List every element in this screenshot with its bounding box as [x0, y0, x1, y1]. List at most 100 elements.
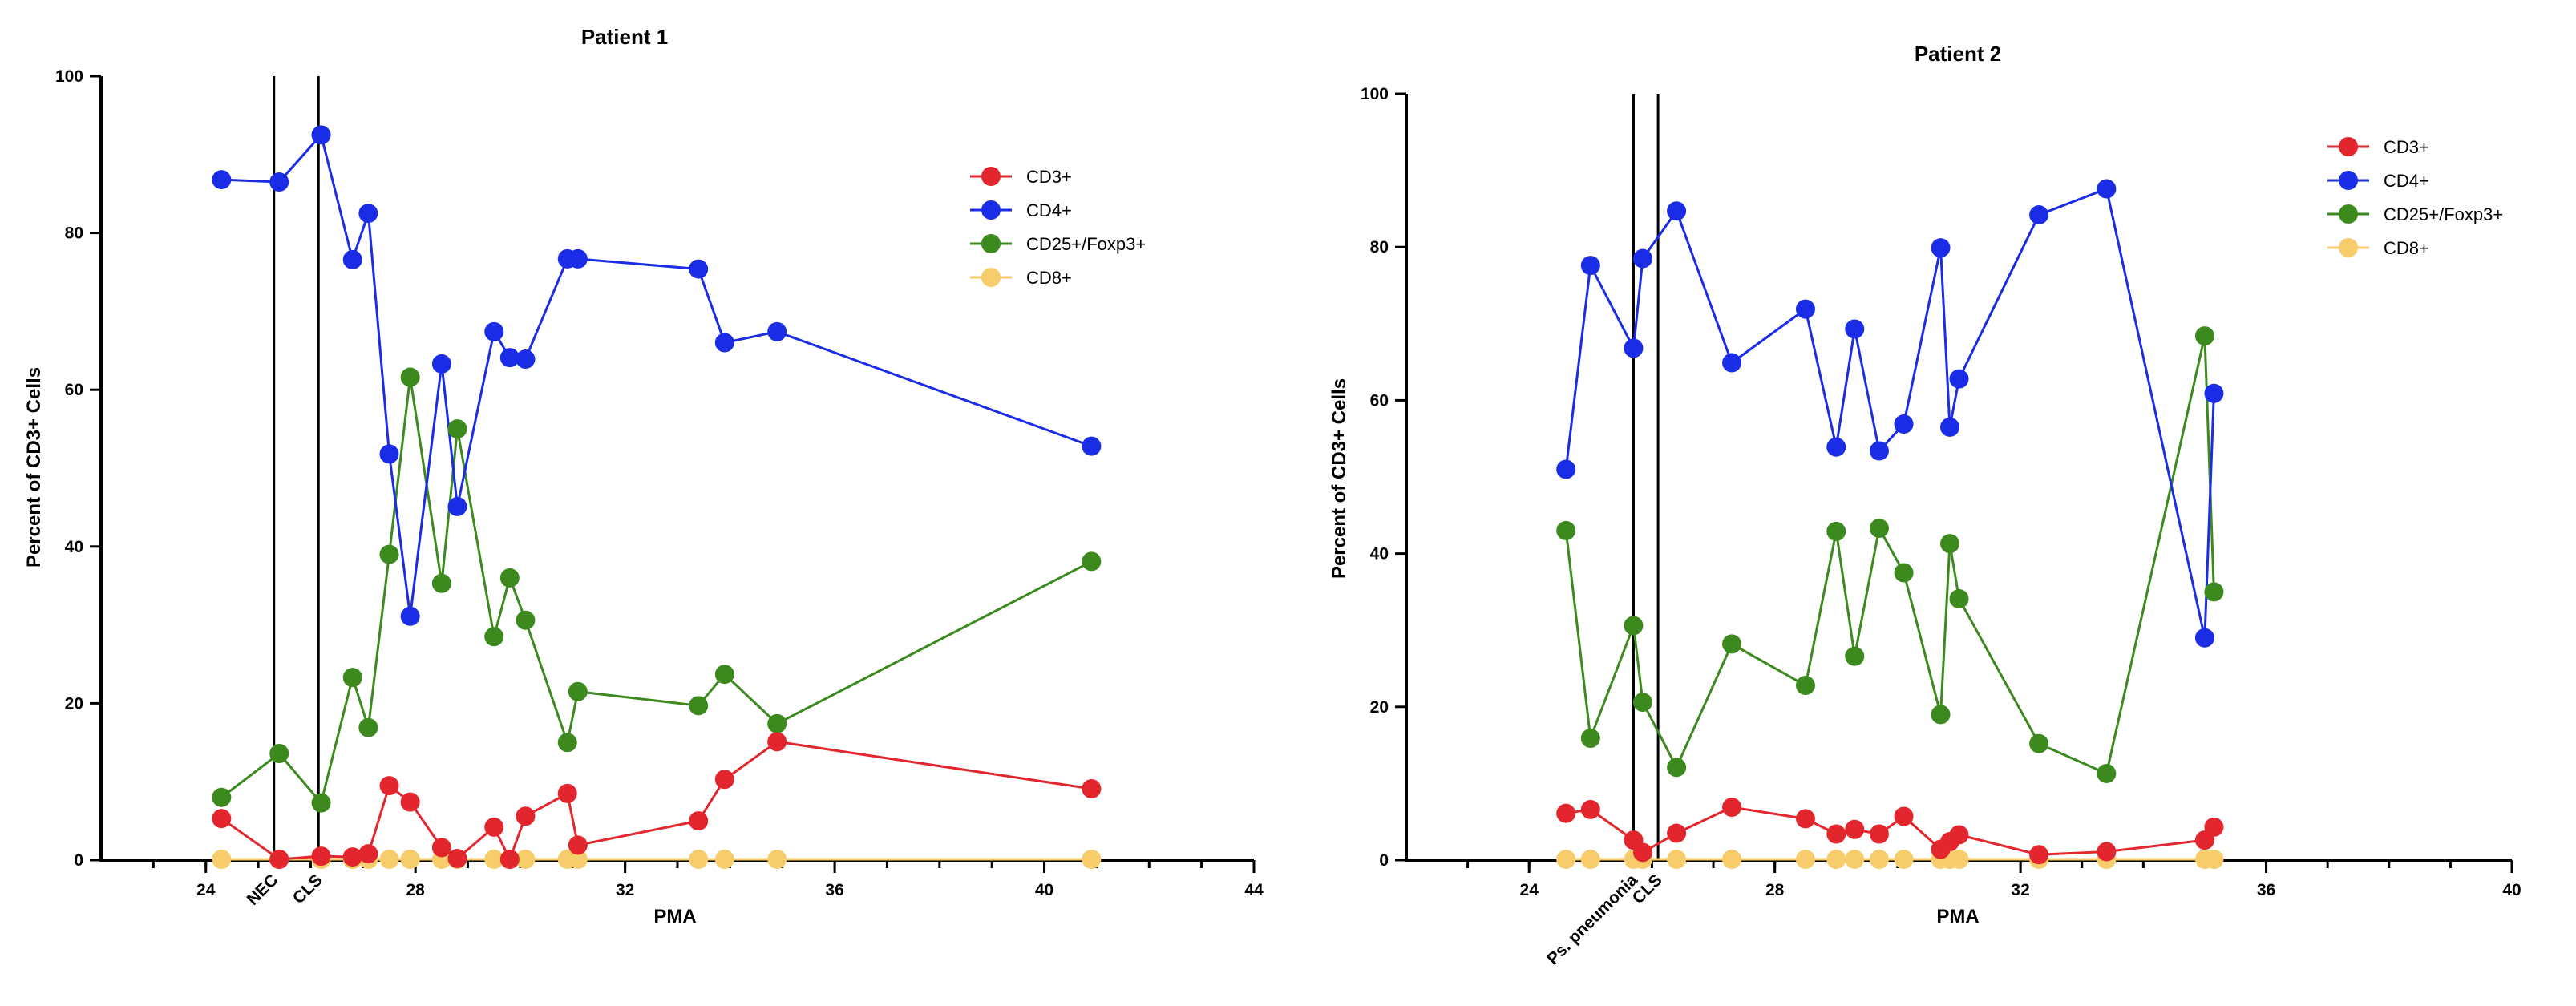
y-tick-label: 100 [55, 67, 83, 86]
x-tick-label: 40 [2502, 881, 2521, 899]
data-point-cd3- [1826, 824, 1846, 844]
y-tick-label: 0 [1379, 851, 1389, 870]
data-point-cd8- [1826, 850, 1846, 870]
y-tick-label: 80 [65, 224, 83, 243]
data-point-cd25-foxp3- [212, 787, 232, 807]
event-label: CLS [1629, 871, 1666, 907]
x-axis-title: PMA [1936, 906, 1979, 927]
data-point-cd3- [714, 770, 734, 790]
data-point-cd25-foxp3- [1556, 520, 1576, 540]
data-point-cd4- [212, 170, 232, 190]
y-tick-label: 60 [1370, 391, 1389, 410]
data-point-cd8- [1845, 850, 1865, 870]
series-line-cd4- [221, 132, 1092, 616]
data-point-cd25-foxp3- [358, 717, 378, 737]
y-tick-label: 0 [74, 851, 83, 870]
data-point-cd4- [1940, 417, 1960, 437]
y-tick-label: 100 [1361, 85, 1389, 103]
data-point-cd3- [1722, 798, 1742, 818]
legend-marker [2339, 204, 2358, 224]
legend-label: CD8+ [2384, 238, 2429, 258]
data-point-cd3- [2029, 845, 2049, 865]
data-point-cd3- [400, 792, 420, 812]
series-line-cd3- [1565, 806, 2215, 856]
data-point-cd25-foxp3- [269, 743, 289, 763]
data-point-cd4- [2204, 383, 2224, 403]
data-point-cd4- [1667, 201, 1687, 221]
data-point-cd25-foxp3- [447, 419, 467, 439]
data-point-cd3- [342, 847, 362, 867]
y-tick-label: 60 [65, 381, 83, 399]
data-point-cd3- [1556, 803, 1576, 823]
data-point-cd3- [431, 838, 451, 858]
data-point-cd8- [484, 850, 504, 870]
data-point-cd25-foxp3- [568, 681, 588, 701]
data-point-cd4- [1949, 369, 1969, 389]
event-label: Ps. pneumonia [1543, 871, 1641, 968]
data-point-cd25-foxp3- [1931, 705, 1951, 725]
data-point-cd4- [2029, 205, 2049, 225]
data-point-cd3- [2204, 817, 2224, 837]
y-tick-label: 80 [1370, 238, 1389, 257]
data-point-cd3- [1869, 824, 1889, 844]
x-tick-label: 28 [406, 881, 426, 899]
legend-marker [2339, 238, 2358, 257]
legend-label: CD25+/Foxp3+ [2384, 204, 2503, 224]
data-point-cd25-foxp3- [400, 367, 420, 387]
legend-marker [2339, 171, 2358, 190]
data-point-cd25-foxp3- [2204, 582, 2224, 602]
legend-marker [981, 268, 1001, 287]
data-point-cd3- [484, 817, 504, 837]
data-point-cd3- [1632, 842, 1652, 863]
data-point-cd25-foxp3- [1949, 589, 1969, 609]
data-point-cd3- [1845, 819, 1865, 839]
data-point-cd25-foxp3- [499, 568, 520, 588]
data-point-cd4- [1722, 353, 1742, 373]
series-line-cd25-foxp3- [220, 377, 1093, 806]
data-point-cd3- [568, 835, 588, 855]
legend-label: CD4+ [2384, 171, 2429, 191]
data-point-cd3- [1949, 825, 1969, 845]
data-point-cd25-foxp3- [1826, 521, 1846, 541]
data-point-cd3- [2097, 842, 2117, 862]
x-tick-label: 32 [2011, 881, 2029, 899]
series-line-cd25-foxp3- [1564, 335, 2215, 776]
data-point-cd25-foxp3- [1624, 616, 1644, 636]
data-point-cd4- [1894, 414, 1914, 434]
data-point-cd4- [689, 259, 709, 279]
data-point-cd4- [1931, 238, 1951, 258]
legend-label: CD25+/Foxp3+ [1026, 234, 1146, 254]
x-tick-label: 24 [196, 881, 216, 899]
data-point-cd25-foxp3- [1894, 563, 1914, 583]
data-point-cd4- [568, 248, 588, 269]
data-point-cd25-foxp3- [1632, 693, 1652, 713]
data-point-cd25-foxp3- [1722, 634, 1742, 654]
data-point-cd4- [1556, 459, 1576, 479]
data-point-cd25-foxp3- [689, 696, 709, 716]
event-label: NEC [244, 871, 282, 909]
data-point-cd3- [1894, 806, 1914, 826]
series-line-cd3- [220, 740, 1092, 863]
data-point-cd25-foxp3- [2194, 326, 2214, 346]
data-point-cd25-foxp3- [516, 610, 536, 630]
data-point-cd4- [379, 444, 399, 464]
legend-marker [981, 200, 1001, 220]
x-axis-title: PMA [653, 906, 696, 927]
data-point-cd8- [568, 850, 588, 870]
data-point-cd4- [714, 333, 734, 353]
data-point-cd3- [1580, 799, 1600, 819]
data-point-cd4- [400, 606, 420, 626]
data-point-cd3- [767, 732, 787, 752]
x-tick-label: 36 [2257, 881, 2275, 899]
legend-label: CD4+ [1026, 200, 1072, 220]
chart-panel-patient-2: Patient 2 PMA Percent of CD3+ Cells 0 20 4… [1328, 42, 2521, 968]
data-point-cd3- [269, 850, 289, 870]
data-point-cd3- [1082, 779, 1102, 799]
event-label: CLS [289, 871, 326, 907]
chart-title: Patient 1 [581, 25, 668, 49]
data-point-cd3- [1795, 809, 1815, 829]
data-point-cd4- [269, 172, 289, 192]
data-point-cd3- [557, 783, 577, 803]
data-point-cd25-foxp3- [2029, 733, 2049, 753]
